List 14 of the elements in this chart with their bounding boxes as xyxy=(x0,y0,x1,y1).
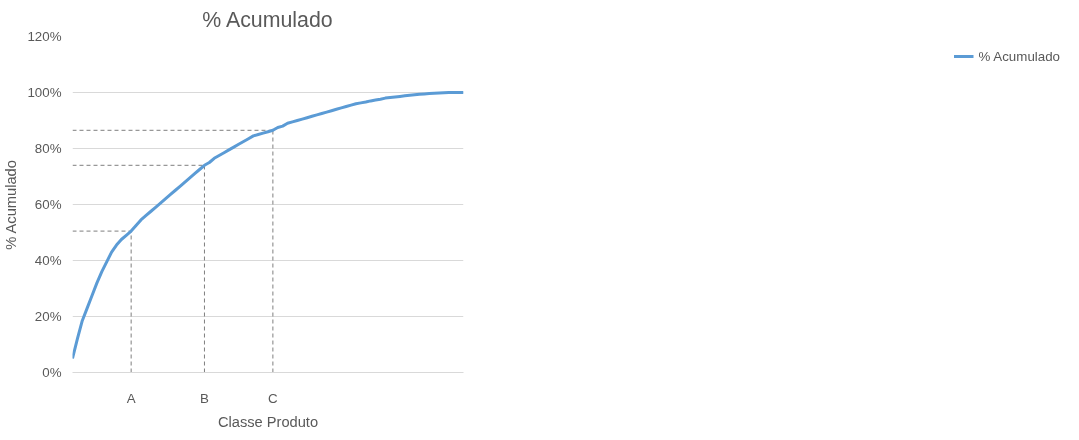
chart-title: % Acumulado xyxy=(202,7,333,32)
y-tick-label: 40% xyxy=(34,253,62,268)
y-tick-label: 100% xyxy=(27,85,62,100)
y-tick-label: 20% xyxy=(34,309,62,324)
x-tick-label: A xyxy=(126,390,136,406)
y-tick-label: 0% xyxy=(42,365,62,380)
y-tick-label: 120% xyxy=(27,29,62,44)
x-axis-title: Classe Produto xyxy=(217,413,319,430)
y-tick-label: 80% xyxy=(34,141,62,156)
y-tick-label: 60% xyxy=(34,197,62,212)
x-tick-label: B xyxy=(200,390,210,406)
y-axis-title: % Acumulado xyxy=(3,160,20,250)
legend-label: % Acumulado xyxy=(978,48,1060,64)
x-tick-label: C xyxy=(268,390,279,406)
